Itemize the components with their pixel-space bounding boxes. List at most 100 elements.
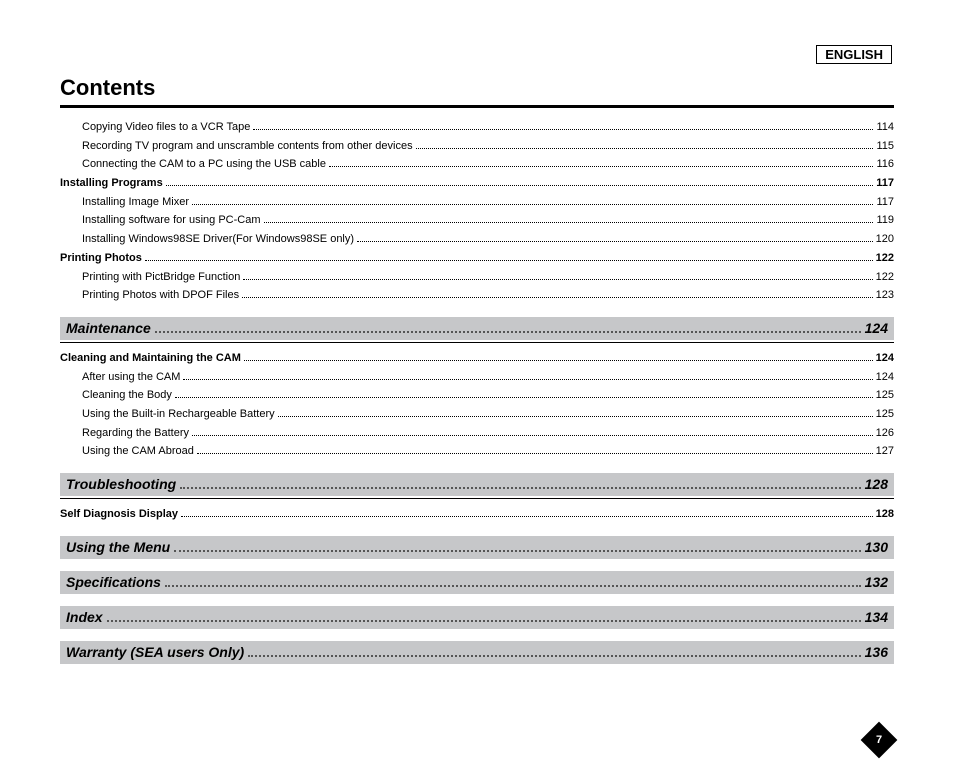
toc-section-heading: Specifications 132 [60,571,894,594]
toc-entry-page: 115 [876,137,894,156]
toc-section-label: Using the Menu [66,540,170,554]
toc-entry: Using the CAM Abroad 127 [60,442,894,461]
toc-entry-label: Installing Programs [60,174,163,193]
toc-entry: After using the CAM 124 [60,368,894,387]
toc-entry-label: After using the CAM [82,368,180,387]
page-title: Contents [60,75,894,101]
toc-leader-dots [243,279,872,280]
toc-entry: Installing Windows98SE Driver(For Window… [60,230,894,249]
toc-entry-label: Installing Windows98SE Driver(For Window… [82,230,354,249]
toc-section-heading: Troubleshooting 128 [60,473,894,496]
toc-leader-dots [278,416,873,417]
toc-leader-dots [253,129,873,130]
toc-section-label: Troubleshooting [66,477,176,491]
toc-leader-dots [174,550,860,552]
toc-leader-dots [145,260,873,261]
toc-entry-label: Printing with PictBridge Function [82,268,240,287]
toc-leader-dots [155,331,861,333]
toc-entry-page: 114 [876,118,894,137]
toc-entry: Installing Programs 117 [60,174,894,193]
toc-entry-label: Copying Video files to a VCR Tape [82,118,250,137]
toc-entry-page: 122 [876,249,894,268]
page-number-badge: 7 [861,722,898,759]
toc-section-label: Index [66,610,103,624]
toc-section-label: Specifications [66,575,161,589]
toc-leader-dots [244,360,873,361]
toc-entry-page: 126 [876,424,894,443]
toc-leader-dots [166,185,874,186]
toc-section-page: 134 [865,610,888,624]
title-rule [60,105,894,108]
toc-entry-page: 125 [876,386,894,405]
toc-section-heading: Index 134 [60,606,894,629]
toc-entry: Printing Photos 122 [60,249,894,268]
toc-section-heading: Using the Menu 130 [60,536,894,559]
toc-section-label: Warranty (SEA users Only) [66,645,244,659]
toc-entry-page: 119 [876,211,894,230]
toc-entry-label: Printing Photos [60,249,142,268]
toc-entry: Printing with PictBridge Function 122 [60,268,894,287]
toc-leader-dots [416,148,874,149]
toc-entry-page: 125 [876,405,894,424]
page-container: ENGLISH Contents Copying Video files to … [0,0,954,779]
toc-section-page: 130 [865,540,888,554]
toc-entry-label: Installing Image Mixer [82,193,189,212]
toc-section-heading: Maintenance 124 [60,317,894,340]
toc-entry-label: Self Diagnosis Display [60,505,178,524]
toc-entry-page: 128 [876,505,894,524]
toc-section-page: 136 [865,645,888,659]
toc-entry-page: 120 [876,230,894,249]
toc-leader-dots [107,620,861,622]
toc-entry: Installing software for using PC-Cam 119 [60,211,894,230]
toc-entry-label: Cleaning and Maintaining the CAM [60,349,241,368]
table-of-contents: Copying Video files to a VCR Tape 114 Reco… [60,118,894,664]
toc-entry-page: 117 [876,193,894,212]
toc-entry-label: Cleaning the Body [82,386,172,405]
toc-section-page: 124 [865,321,888,335]
toc-entry-label: Connecting the CAM to a PC using the USB… [82,155,326,174]
toc-entry-label: Recording TV program and unscramble cont… [82,137,413,156]
language-box: ENGLISH [816,45,892,64]
toc-entry: Cleaning and Maintaining the CAM 124 [60,349,894,368]
toc-entry: Printing Photos with DPOF Files123 [60,286,894,305]
toc-leader-dots [180,487,860,489]
toc-entry: Installing Image Mixer 117 [60,193,894,212]
page-number: 7 [876,734,882,746]
toc-entry: Cleaning the Body 125 [60,386,894,405]
toc-entry-page: 117 [876,174,894,193]
section-underline [60,498,894,499]
language-label: ENGLISH [825,47,883,62]
toc-entry: Copying Video files to a VCR Tape 114 [60,118,894,137]
toc-leader-dots [264,222,874,223]
toc-entry: Connecting the CAM to a PC using the USB… [60,155,894,174]
toc-entry-page: 124 [876,349,894,368]
toc-leader-dots [357,241,873,242]
toc-leader-dots [242,297,873,298]
toc-entry: Self Diagnosis Display 128 [60,505,894,524]
toc-leader-dots [183,379,872,380]
toc-entry-page: 116 [876,155,894,174]
toc-entry-page: 127 [876,442,894,461]
toc-section-page: 128 [865,477,888,491]
toc-section-heading: Warranty (SEA users Only) 136 [60,641,894,664]
toc-leader-dots [192,435,873,436]
toc-entry-label: Regarding the Battery [82,424,189,443]
toc-leader-dots [181,516,873,517]
toc-entry: Recording TV program and unscramble cont… [60,137,894,156]
toc-leader-dots [329,166,873,167]
toc-entry-label: Printing Photos with DPOF Files [82,286,239,305]
toc-leader-dots [248,655,860,657]
toc-entry-page: 122 [876,268,894,287]
toc-leader-dots [165,585,861,587]
toc-leader-dots [192,204,873,205]
toc-entry-label: Using the Built-in Rechargeable Battery [82,405,275,424]
toc-section-label: Maintenance [66,321,151,335]
toc-entry-page: 124 [876,368,894,387]
section-underline [60,342,894,343]
toc-leader-dots [197,453,873,454]
toc-entry-label: Installing software for using PC-Cam [82,211,261,230]
toc-entry: Using the Built-in Rechargeable Battery 1… [60,405,894,424]
toc-entry-label: Using the CAM Abroad [82,442,194,461]
toc-section-page: 132 [865,575,888,589]
toc-entry: Regarding the Battery 126 [60,424,894,443]
